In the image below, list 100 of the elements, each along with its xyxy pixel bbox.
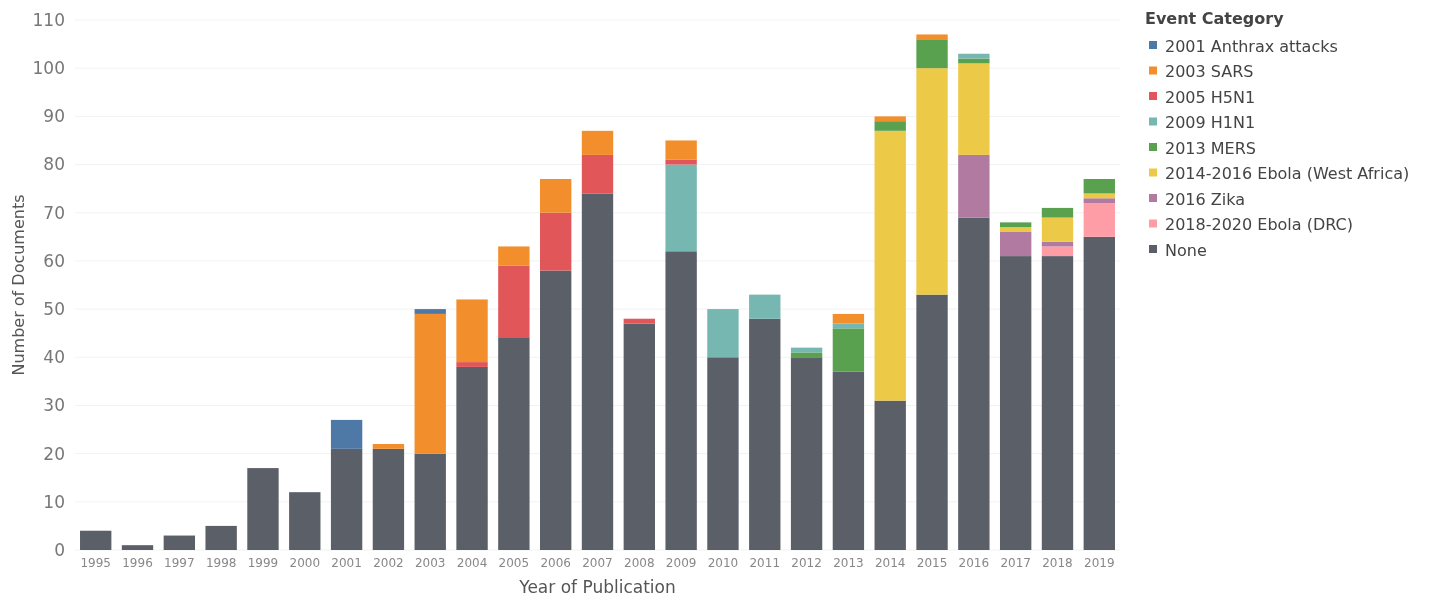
y-tick-label: 50 — [43, 299, 65, 320]
bar — [790, 352, 823, 358]
y-axis-title: Number of Documents — [9, 194, 28, 376]
bar — [581, 130, 614, 155]
bar — [540, 270, 572, 550]
x-tick-label: 2006 — [540, 556, 571, 570]
bar — [1083, 236, 1115, 550]
legend-label: None — [1165, 240, 1207, 260]
x-tick-label: 2015 — [916, 556, 948, 570]
legend-label: 2016 Zika — [1165, 189, 1245, 209]
bar — [163, 535, 196, 550]
x-tick-label: 2003 — [414, 556, 446, 570]
bar — [372, 444, 405, 449]
bar — [414, 309, 446, 314]
y-tick-label: 30 — [43, 395, 65, 416]
x-tick-label: 1999 — [247, 556, 279, 570]
bar — [832, 371, 865, 550]
x-tick-label: 2004 — [456, 556, 488, 570]
x-axis-title: Year of Publication — [518, 577, 676, 597]
bar — [999, 256, 1032, 550]
bar — [958, 217, 990, 550]
x-tick-label: 1996 — [122, 556, 153, 570]
bar — [540, 179, 572, 213]
x-tick-label: 2012 — [791, 556, 822, 570]
bar — [372, 448, 405, 550]
legend-title: Event Category — [1145, 9, 1285, 28]
bar — [665, 159, 697, 165]
x-tick-label: 2001 — [331, 556, 362, 570]
bar — [749, 294, 781, 319]
bar — [1041, 207, 1074, 218]
bar — [749, 318, 781, 550]
y-tick-label: 90 — [43, 106, 65, 127]
bar — [1041, 256, 1074, 550]
bar — [958, 63, 990, 155]
bar — [330, 448, 363, 550]
legend-label: 2009 H1N1 — [1165, 113, 1256, 133]
bar — [1041, 217, 1074, 242]
bar — [498, 265, 530, 338]
bar — [1083, 179, 1115, 194]
y-tick-label: 0 — [54, 539, 65, 560]
bar — [665, 164, 697, 252]
bar — [916, 294, 948, 550]
bar — [874, 130, 906, 401]
bar — [916, 68, 948, 295]
bar — [707, 357, 739, 550]
bar — [498, 246, 530, 266]
bar — [707, 309, 739, 358]
y-tick-label: 110 — [32, 9, 65, 30]
bar — [958, 154, 990, 218]
x-tick-label: 2000 — [289, 556, 321, 570]
y-tick-label: 80 — [43, 154, 65, 175]
bar — [205, 525, 237, 550]
bar — [999, 227, 1032, 232]
x-tick-label: 2013 — [833, 556, 864, 570]
bar — [999, 222, 1032, 228]
y-tick-label: 20 — [43, 443, 65, 464]
bar — [665, 251, 697, 550]
bar — [832, 313, 865, 324]
bar — [623, 323, 655, 550]
x-tick-label: 2009 — [665, 556, 697, 570]
x-tick-label: 2002 — [373, 556, 404, 570]
x-tick-label: 1995 — [80, 556, 111, 570]
bar — [414, 453, 446, 550]
bar — [456, 299, 488, 363]
bar — [1083, 203, 1115, 237]
x-tick-label: 1997 — [164, 556, 195, 570]
legend-label: 2005 H5N1 — [1165, 87, 1256, 107]
bar — [456, 366, 488, 550]
bar — [498, 338, 530, 550]
y-tick-label: 60 — [43, 250, 65, 271]
bar — [1083, 198, 1115, 204]
x-tick-label: 2014 — [874, 556, 906, 570]
bar — [874, 121, 906, 131]
bar — [832, 328, 865, 372]
bar — [121, 545, 154, 550]
bar — [80, 530, 112, 550]
y-tick-label: 100 — [32, 58, 65, 79]
bar — [916, 39, 948, 69]
bar — [1083, 193, 1115, 199]
bar — [623, 318, 655, 324]
bar — [330, 419, 363, 449]
bar — [414, 313, 446, 454]
bar — [540, 212, 572, 271]
bar — [999, 232, 1032, 257]
legend-label: 2014-2016 Ebola (West Africa) — [1165, 164, 1410, 184]
legend-label: 2003 SARS — [1165, 62, 1254, 82]
x-tick-label: 2018 — [1042, 556, 1073, 570]
legend-label: 2013 MERS — [1165, 138, 1256, 158]
x-tick-label: 2011 — [749, 556, 781, 570]
x-tick-label: 2008 — [624, 556, 655, 570]
y-tick-label: 70 — [43, 202, 65, 223]
bar — [1041, 246, 1074, 257]
x-tick-label: 1998 — [205, 556, 237, 570]
bar — [289, 492, 321, 550]
y-tick-label: 40 — [43, 347, 65, 368]
x-tick-label: 2016 — [958, 556, 990, 570]
bar — [790, 357, 823, 550]
legend-label: 2018-2020 Ebola (DRC) — [1165, 215, 1353, 235]
legend-label: 2001 Anthrax attacks — [1165, 36, 1338, 56]
y-tick-label: 10 — [43, 491, 65, 512]
